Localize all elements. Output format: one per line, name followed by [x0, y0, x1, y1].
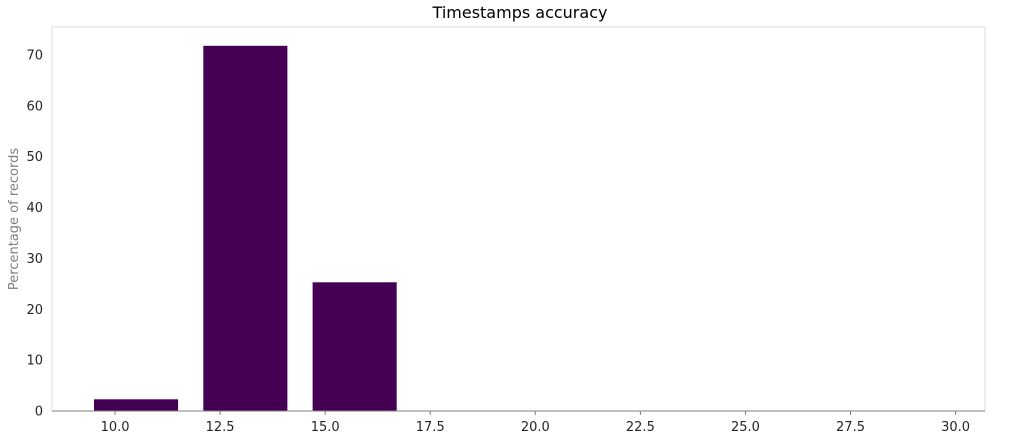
y-tick-label: 0 — [35, 405, 43, 420]
chart-title: Timestamps accuracy — [432, 3, 608, 22]
y-tick-label: 30 — [26, 252, 43, 267]
x-tick-label: 25.0 — [731, 420, 760, 435]
plot-frame — [51, 26, 986, 412]
y-tick-label: 40 — [26, 201, 43, 216]
x-tick-label: 27.5 — [836, 420, 865, 435]
bars-group — [94, 45, 397, 412]
y-axis-label: Percentage of records — [7, 148, 22, 290]
bar-3 — [312, 282, 397, 411]
bar-1 — [94, 399, 179, 411]
x-ticks: 10.0 12.5 15.0 17.5 20.0 22.5 25.0 27.5 30.0 — [101, 411, 970, 435]
x-tick-label: 10.0 — [101, 420, 130, 435]
x-tick-label: 20.0 — [521, 420, 550, 435]
y-tick-label: 60 — [26, 99, 43, 114]
y-tick-label: 10 — [26, 354, 43, 369]
x-tick-label: 15.0 — [311, 420, 340, 435]
x-tick-label: 17.5 — [416, 420, 445, 435]
x-tick-label: 30.0 — [941, 420, 970, 435]
y-ticks: 0 10 20 30 40 50 60 70 — [26, 48, 43, 419]
y-tick-label: 70 — [26, 48, 43, 63]
y-tick-label: 50 — [26, 150, 43, 165]
y-tick-label: 20 — [26, 303, 43, 318]
x-tick-label: 12.5 — [206, 420, 235, 435]
bar-2 — [203, 45, 288, 412]
x-tick-label: 22.5 — [626, 420, 655, 435]
